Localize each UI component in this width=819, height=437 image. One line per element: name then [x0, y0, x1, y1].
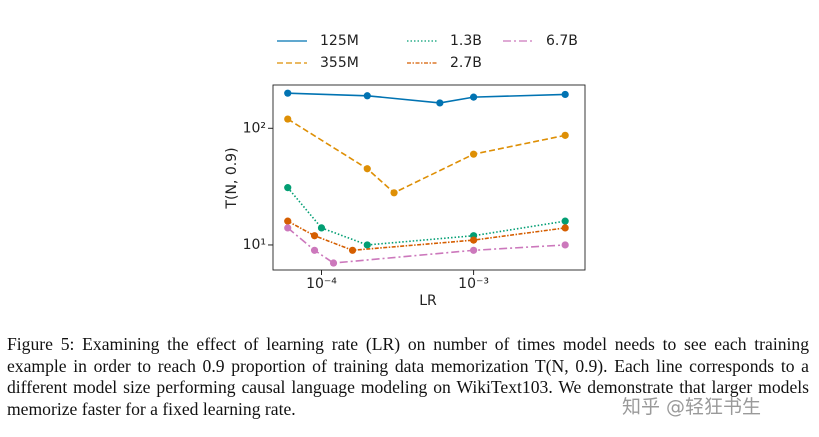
y-tick-label: 10¹ [243, 237, 266, 253]
series-line [287, 92, 566, 104]
legend-label: 1.3B [450, 33, 482, 49]
data-point [284, 89, 292, 97]
data-point [390, 189, 398, 197]
data-point [310, 246, 319, 254]
y-axis-label: T(N, 0.9) [224, 147, 240, 209]
data-point [561, 131, 569, 139]
series-line [287, 118, 566, 194]
data-point [317, 224, 326, 232]
series-line [287, 227, 566, 264]
series-line [287, 220, 566, 252]
data-point [469, 246, 478, 254]
data-point [284, 224, 292, 232]
data-point [284, 217, 292, 225]
data-point [363, 165, 371, 173]
data-point [436, 99, 444, 107]
data-point [348, 246, 357, 254]
series-line [287, 187, 566, 246]
data-point [561, 224, 569, 232]
legend-label: 6.7B [546, 33, 578, 49]
data-point [469, 150, 478, 158]
axes-frame [272, 84, 586, 271]
x-tick-label: 10⁻³ [458, 276, 489, 292]
legend-label: 355M [320, 55, 359, 71]
data-point [363, 241, 371, 249]
data-point [284, 184, 292, 192]
watermark: 知乎 @轻狂书生 [622, 396, 762, 418]
data-point [561, 90, 569, 99]
figure-caption: Figure 5: Examining the effect of learni… [7, 334, 809, 419]
data-point [469, 236, 478, 244]
data-point [363, 92, 371, 100]
data-point [561, 241, 569, 249]
data-point [329, 259, 338, 267]
y-tick-label: 10² [243, 120, 266, 136]
legend-label: 2.7B [450, 55, 482, 71]
data-point [284, 115, 292, 123]
data-point [561, 217, 569, 225]
data-point [469, 93, 478, 101]
data-point [310, 232, 319, 240]
x-axis-label: LR [419, 293, 437, 309]
x-tick-label: 10⁻⁴ [306, 276, 337, 292]
legend-label: 125M [320, 33, 359, 49]
chart: LR T(N, 0.9) 10⁻⁴ 10⁻³ 10¹ 10² 125M 355M 1.3B 2… [224, 33, 586, 309]
